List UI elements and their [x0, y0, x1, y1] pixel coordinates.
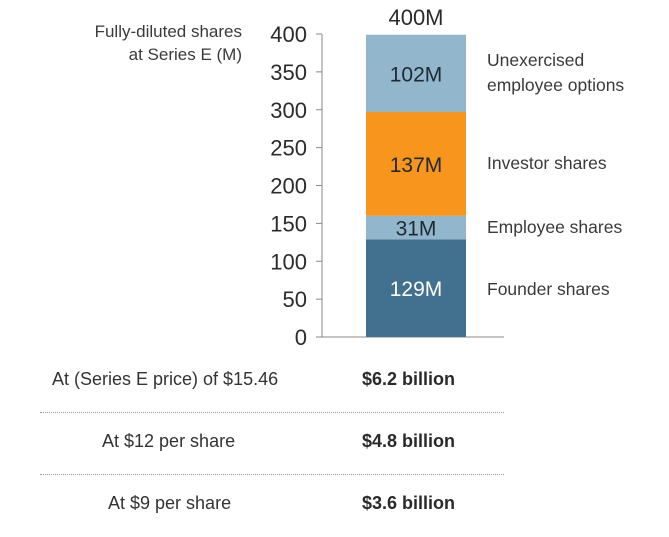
valuation-label: At $9 per share: [108, 493, 232, 513]
bar-value-label: 129M: [390, 278, 443, 301]
y-axis-label-line-1: Fully-diluted shares: [94, 22, 242, 41]
y-tick-label: 350: [270, 60, 307, 85]
y-tick-label: 250: [270, 136, 307, 161]
legend-unexercised-line-1: Unexercised: [487, 50, 585, 70]
valuation-row-series-e: At (Series E price) of $15.46 $6.2 billi…: [0, 369, 669, 399]
valuation-row-12: At $12 per share $4.8 billion: [0, 431, 669, 461]
bar-segment: [366, 215, 466, 240]
bar-segment: [366, 112, 466, 216]
y-tick-label: 0: [295, 325, 307, 350]
table-divider: [40, 474, 504, 475]
legend-unexercised-line-2: employee options: [487, 75, 625, 95]
bar-value-label: 31M: [396, 218, 437, 241]
bar-segment: [366, 34, 466, 113]
y-axis-label-line-2: at Series E (M): [128, 45, 242, 64]
legend-investor-shares: Investor shares: [487, 153, 607, 173]
y-axis-label: Fully-diluted shares at Series E (M): [30, 20, 242, 66]
bar-value-label: 102M: [390, 63, 443, 86]
valuation-value: $6.2 billion: [362, 369, 456, 389]
bar-value-label: 137M: [390, 154, 443, 177]
valuation-label: At (Series E price) of $15.46: [52, 369, 279, 389]
y-tick-label: 200: [270, 174, 307, 199]
y-tick-label: 50: [283, 287, 307, 312]
y-tick-label: 150: [270, 211, 307, 236]
valuation-value: $4.8 billion: [362, 431, 456, 451]
valuation-label: At $12 per share: [102, 431, 236, 451]
legend-founder-shares: Founder shares: [487, 279, 610, 299]
table-divider: [40, 412, 504, 413]
bar-segment: [366, 239, 466, 337]
y-tick-label: 100: [270, 249, 307, 274]
legend-unexercised-options: Unexercised employee options: [487, 48, 624, 98]
y-tick-label: 300: [270, 98, 307, 123]
bar-total-label: 400M: [388, 5, 443, 30]
valuation-row-9: At $9 per share $3.6 billion: [0, 493, 669, 523]
legend-employee-shares: Employee shares: [487, 217, 623, 237]
y-tick-label: 400: [270, 22, 307, 47]
stacked-bar-chart: 0 50 100 150 200 250 300 350 400 129M 31M 137M 102M 4…: [270, 5, 504, 350]
valuation-value: $3.6 billion: [362, 493, 456, 513]
